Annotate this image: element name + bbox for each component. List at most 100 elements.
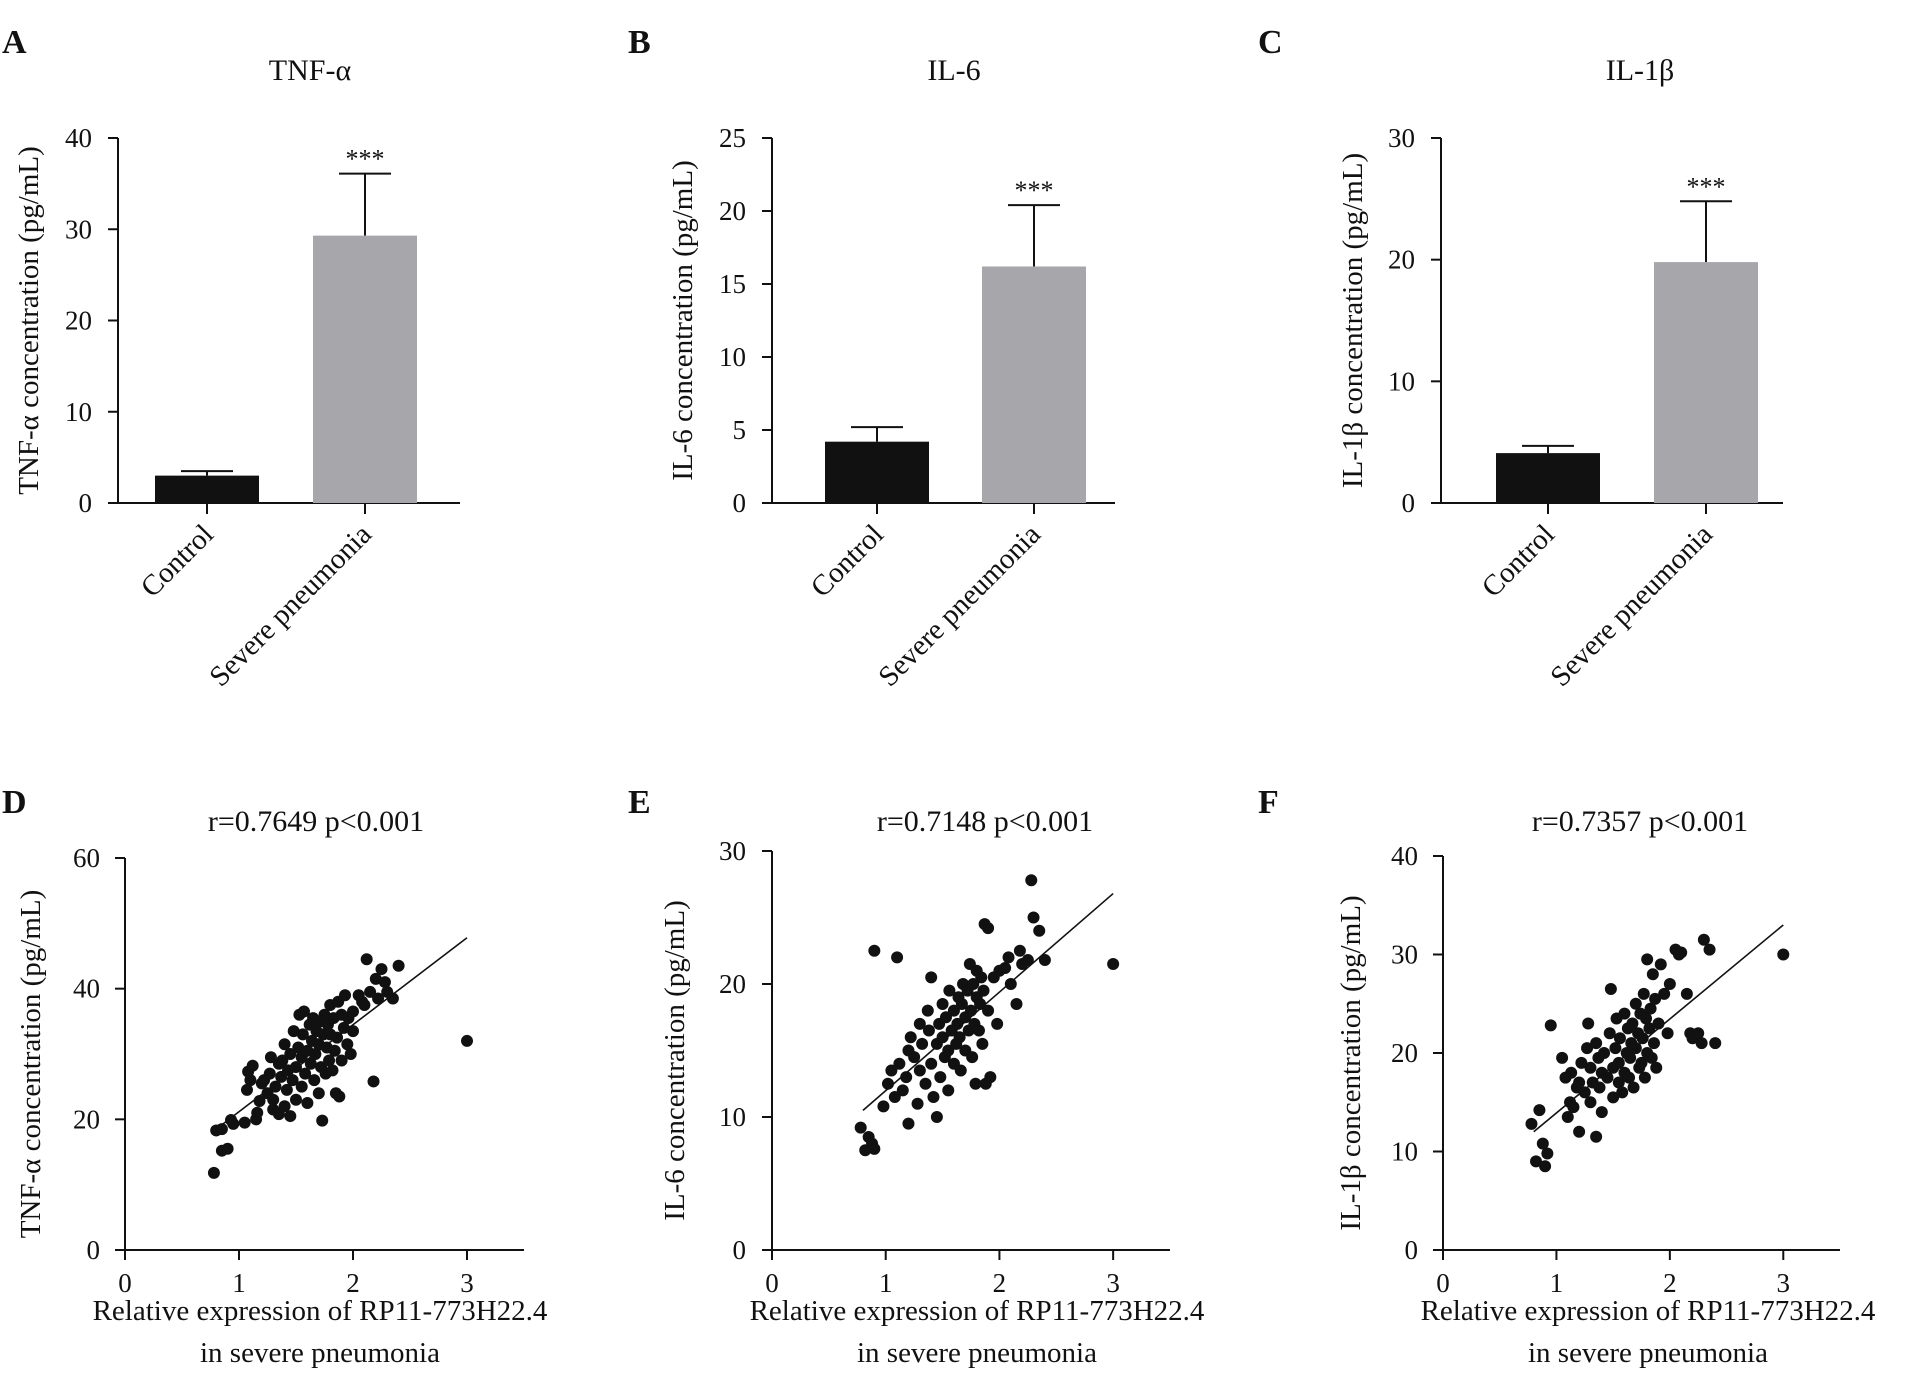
- data-point: [902, 1117, 915, 1130]
- data-point: [287, 1025, 300, 1038]
- y-tick-label: 60: [73, 843, 100, 873]
- data-point: [292, 1041, 305, 1054]
- y-tick-label: 40: [65, 123, 92, 153]
- data-point: [1609, 1042, 1622, 1055]
- data-point: [916, 1037, 929, 1050]
- data-point: [1654, 958, 1667, 971]
- data-point: [347, 1005, 359, 1018]
- data-point: [358, 999, 371, 1011]
- data-point: [299, 1067, 312, 1080]
- data-point: [1635, 1056, 1648, 1069]
- data-point: [1593, 1081, 1606, 1094]
- data-point: [278, 1100, 291, 1113]
- data-point: [908, 1051, 921, 1064]
- data-point: [982, 922, 995, 935]
- data-point: [1650, 1061, 1663, 1074]
- data-point: [372, 992, 385, 1005]
- bar-severe-pneumonia: [313, 235, 417, 503]
- data-point: [296, 1028, 309, 1041]
- data-point: [1658, 987, 1671, 1000]
- data-point: [967, 978, 980, 990]
- data-point: [264, 1051, 277, 1064]
- data-point: [284, 1110, 297, 1123]
- data-point: [278, 1038, 291, 1051]
- data-point: [982, 1004, 995, 1017]
- x-tick-label: 1: [232, 1268, 246, 1298]
- data-point: [1618, 1007, 1631, 1020]
- data-point: [1601, 1071, 1614, 1084]
- data-point: [1643, 1022, 1656, 1035]
- data-point: [333, 1090, 346, 1103]
- data-point: [1623, 1071, 1636, 1084]
- y-tick-label: 5: [733, 415, 747, 445]
- x-axis-title: Relative expression of RP11-773H22.4 in s…: [93, 1295, 548, 1369]
- x-axis-title-line: in severe pneumonia: [1528, 1337, 1768, 1369]
- data-point: [925, 1057, 938, 1070]
- y-tick-label: 30: [1391, 940, 1418, 970]
- bar-control: [825, 441, 929, 503]
- data-point: [1567, 1101, 1580, 1114]
- data-point: [999, 962, 1012, 975]
- data-point: [1013, 944, 1026, 957]
- panel-letter: F: [1258, 784, 1279, 821]
- data-point: [308, 1074, 321, 1087]
- data-point: [893, 1057, 906, 1070]
- data-point: [1525, 1117, 1538, 1130]
- data-point: [925, 971, 938, 984]
- data-point: [375, 963, 388, 976]
- data-point: [1556, 1051, 1569, 1064]
- data-point: [891, 951, 904, 964]
- y-tick-label: 20: [73, 1104, 100, 1134]
- significance-label: ***: [346, 145, 385, 174]
- x-category-label: Control: [135, 518, 220, 603]
- data-point: [251, 1106, 264, 1119]
- data-point: [966, 1051, 979, 1064]
- data-point: [295, 1080, 308, 1093]
- data-point: [347, 1025, 359, 1038]
- x-category-label: Severe pneumonia: [1544, 518, 1719, 693]
- x-tick-label: 0: [118, 1268, 132, 1298]
- y-tick-label: 20: [719, 969, 746, 999]
- data-point: [1590, 1037, 1603, 1050]
- y-axis-title: IL-6 concentration (pg/mL): [667, 160, 699, 481]
- data-point: [977, 984, 990, 997]
- data-point: [301, 1097, 314, 1109]
- data-point: [360, 953, 373, 966]
- data-point: [1533, 1104, 1546, 1117]
- data-point: [276, 1054, 289, 1067]
- y-axis-title: IL-1β concentration (pg/mL): [1337, 153, 1369, 488]
- data-point: [227, 1117, 240, 1130]
- data-point: [1612, 1076, 1625, 1089]
- data-point: [316, 1114, 329, 1127]
- y-tick-label: 30: [719, 836, 746, 866]
- data-point: [1038, 954, 1051, 967]
- data-point: [339, 989, 352, 1002]
- data-point: [1647, 1037, 1660, 1050]
- data-point: [927, 1091, 940, 1104]
- data-point: [984, 1071, 997, 1084]
- data-point: [1573, 1076, 1586, 1089]
- data-point: [955, 997, 968, 1010]
- data-point: [953, 1031, 966, 1044]
- data-point: [942, 1044, 955, 1057]
- data-point: [341, 1038, 354, 1051]
- x-tick-label: 3: [460, 1268, 474, 1298]
- data-point: [1680, 987, 1693, 1000]
- data-point: [1021, 954, 1034, 967]
- data-point: [367, 1075, 380, 1088]
- data-point: [913, 1017, 926, 1030]
- data-point: [888, 1091, 901, 1104]
- x-category-label: Control: [805, 518, 890, 603]
- data-point: [1616, 1086, 1629, 1099]
- y-axis-title: IL-6 concentration (pg/mL): [659, 900, 691, 1221]
- data-point: [246, 1059, 259, 1072]
- data-point: [1536, 1137, 1549, 1150]
- data-point: [1692, 1027, 1705, 1040]
- data-point: [1573, 1125, 1586, 1138]
- y-tick-label: 10: [719, 342, 746, 372]
- chart-title: r=0.7357 p<0.001: [1532, 805, 1748, 838]
- x-tick-label: 3: [1777, 1268, 1791, 1298]
- significance-label: ***: [1015, 176, 1054, 205]
- data-point: [392, 959, 405, 972]
- data-point: [221, 1142, 234, 1155]
